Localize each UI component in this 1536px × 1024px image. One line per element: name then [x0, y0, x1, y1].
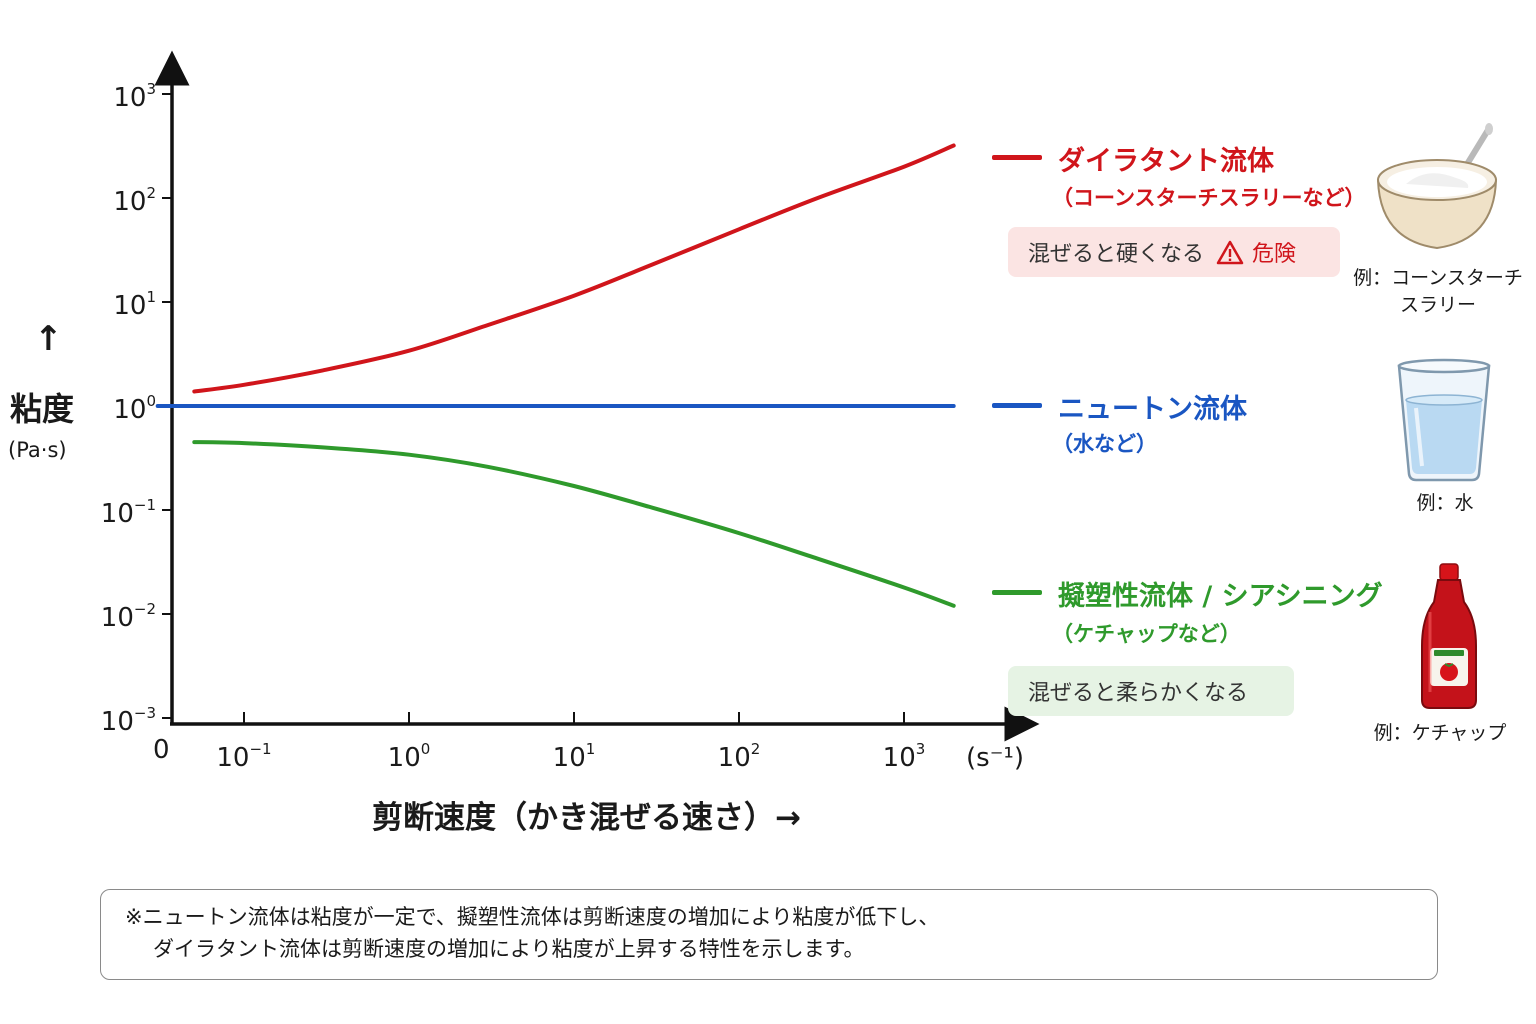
y-tick-label: 101: [113, 288, 156, 321]
origin-label: 0: [153, 735, 170, 765]
series-line-0: [192, 143, 956, 394]
example-label-dilatant: 例：コーンスターチ スラリー: [1353, 267, 1523, 316]
example-label-shear: 例：ケチャップ: [1373, 722, 1507, 744]
y-tick-label: 103: [113, 80, 156, 113]
y-tick-label: 100: [113, 392, 156, 425]
x-tick-label: 100: [388, 740, 431, 773]
legend-swatch-newtonian: [992, 403, 1042, 408]
series-line-2: [192, 440, 956, 608]
badge-shear: 混ぜると柔らかくなる: [1008, 666, 1294, 716]
legend-title-newtonian: ニュートン流体: [1058, 394, 1247, 425]
y-axis-label: 粘度: [10, 390, 75, 428]
x-axis-label: 剪断速度（かき混ぜる速さ）→: [372, 800, 801, 836]
badge-dilatant: 混ぜると硬くなる 危険: [1008, 227, 1340, 277]
x-tick-label: 103: [883, 740, 926, 773]
water-glass-icon: [1394, 356, 1494, 488]
badge-shear-text: 混ぜると柔らかくなる: [1028, 681, 1249, 706]
y-axis-arrow: ↑: [34, 319, 63, 359]
chart-series: [155, 143, 956, 608]
footnote-line-1: ※ニュートン流体は粘度が一定で、擬塑性流体は剪断速度の増加により粘度が低下し、: [125, 905, 940, 929]
legend-title-shear: 擬塑性流体 / シアシニング: [1058, 581, 1383, 612]
footnote-line-2: ダイラタント流体は剪断速度の増加により粘度が上昇する特性を示します。: [153, 936, 865, 961]
legend-title-dilatant: ダイラタント流体: [1058, 146, 1274, 177]
legend-subtitle-shear: （ケチャップなど）: [1052, 622, 1241, 646]
chart-ticks: 10−3 10−2 10−1 100 101 102 103 10−1 100 101 102 103: [101, 80, 926, 773]
legend-swatch-shear: [992, 590, 1042, 595]
legend-subtitle-newtonian: （水など）: [1052, 432, 1157, 456]
badge-dilatant-warning: 危険: [1252, 242, 1297, 267]
warning-icon: [1216, 240, 1244, 265]
bowl-spoon-icon: [1372, 122, 1502, 261]
example-label-newtonian: 例：水: [1416, 492, 1474, 514]
legend-subtitle-dilatant: （コーンスターチスラリーなど）: [1052, 186, 1366, 210]
y-tick-label: 10−2: [101, 600, 156, 633]
chart-axes: [154, 50, 1040, 742]
y-tick-label: 102: [113, 184, 156, 217]
x-tick-label: 102: [718, 740, 761, 773]
y-tick-label: 10−3: [101, 704, 156, 737]
y-axis-unit: (Pa·s): [8, 438, 67, 462]
x-tick-label: 101: [553, 740, 596, 773]
x-unit-label: (s⁻¹): [966, 743, 1024, 773]
footnote-box: ※ニュートン流体は粘度が一定で、擬塑性流体は剪断速度の増加により粘度が低下し、 …: [100, 889, 1438, 980]
badge-dilatant-text: 混ぜると硬くなる: [1028, 242, 1205, 267]
x-tick-label: 10−1: [216, 740, 271, 773]
ketchup-bottle-icon: [1418, 562, 1480, 716]
legend-swatch-dilatant: [992, 155, 1042, 160]
y-tick-label: 10−1: [101, 496, 156, 529]
